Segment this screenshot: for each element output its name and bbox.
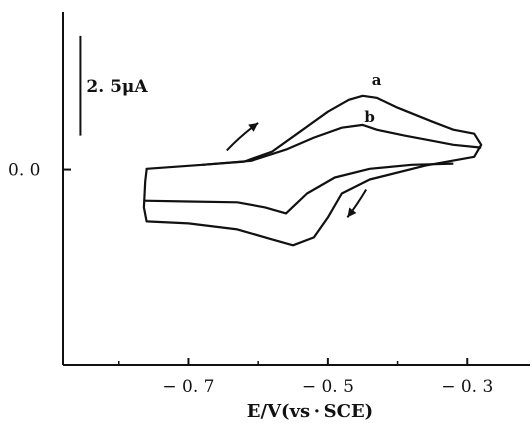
x-tick-label: − 0. 5 <box>302 377 354 397</box>
scale-bar-label: 2. 5μA <box>86 77 148 97</box>
x-tick-label: − 0. 7 <box>162 377 214 397</box>
curve-a-forward <box>142 94 483 247</box>
x-tick-label: − 0. 3 <box>441 377 493 397</box>
curve-b-return <box>143 162 454 215</box>
curve-b-forward <box>202 123 482 166</box>
chart-marks <box>63 35 483 365</box>
axes <box>62 12 530 366</box>
arrowhead-cathodic <box>347 207 357 218</box>
y-tick-label: 0. 0 <box>8 161 40 181</box>
curve-label-b: b <box>364 108 375 126</box>
x-axis-label: E/V(vs · SCE) <box>247 401 373 422</box>
curve-label-a: a <box>372 71 382 89</box>
arrowhead-anodic <box>248 122 259 132</box>
chart-text: E/V(vs · SCE) − 0. 7 − 0. 5 − 0. 3 0. 0 2. 5… <box>8 71 493 422</box>
